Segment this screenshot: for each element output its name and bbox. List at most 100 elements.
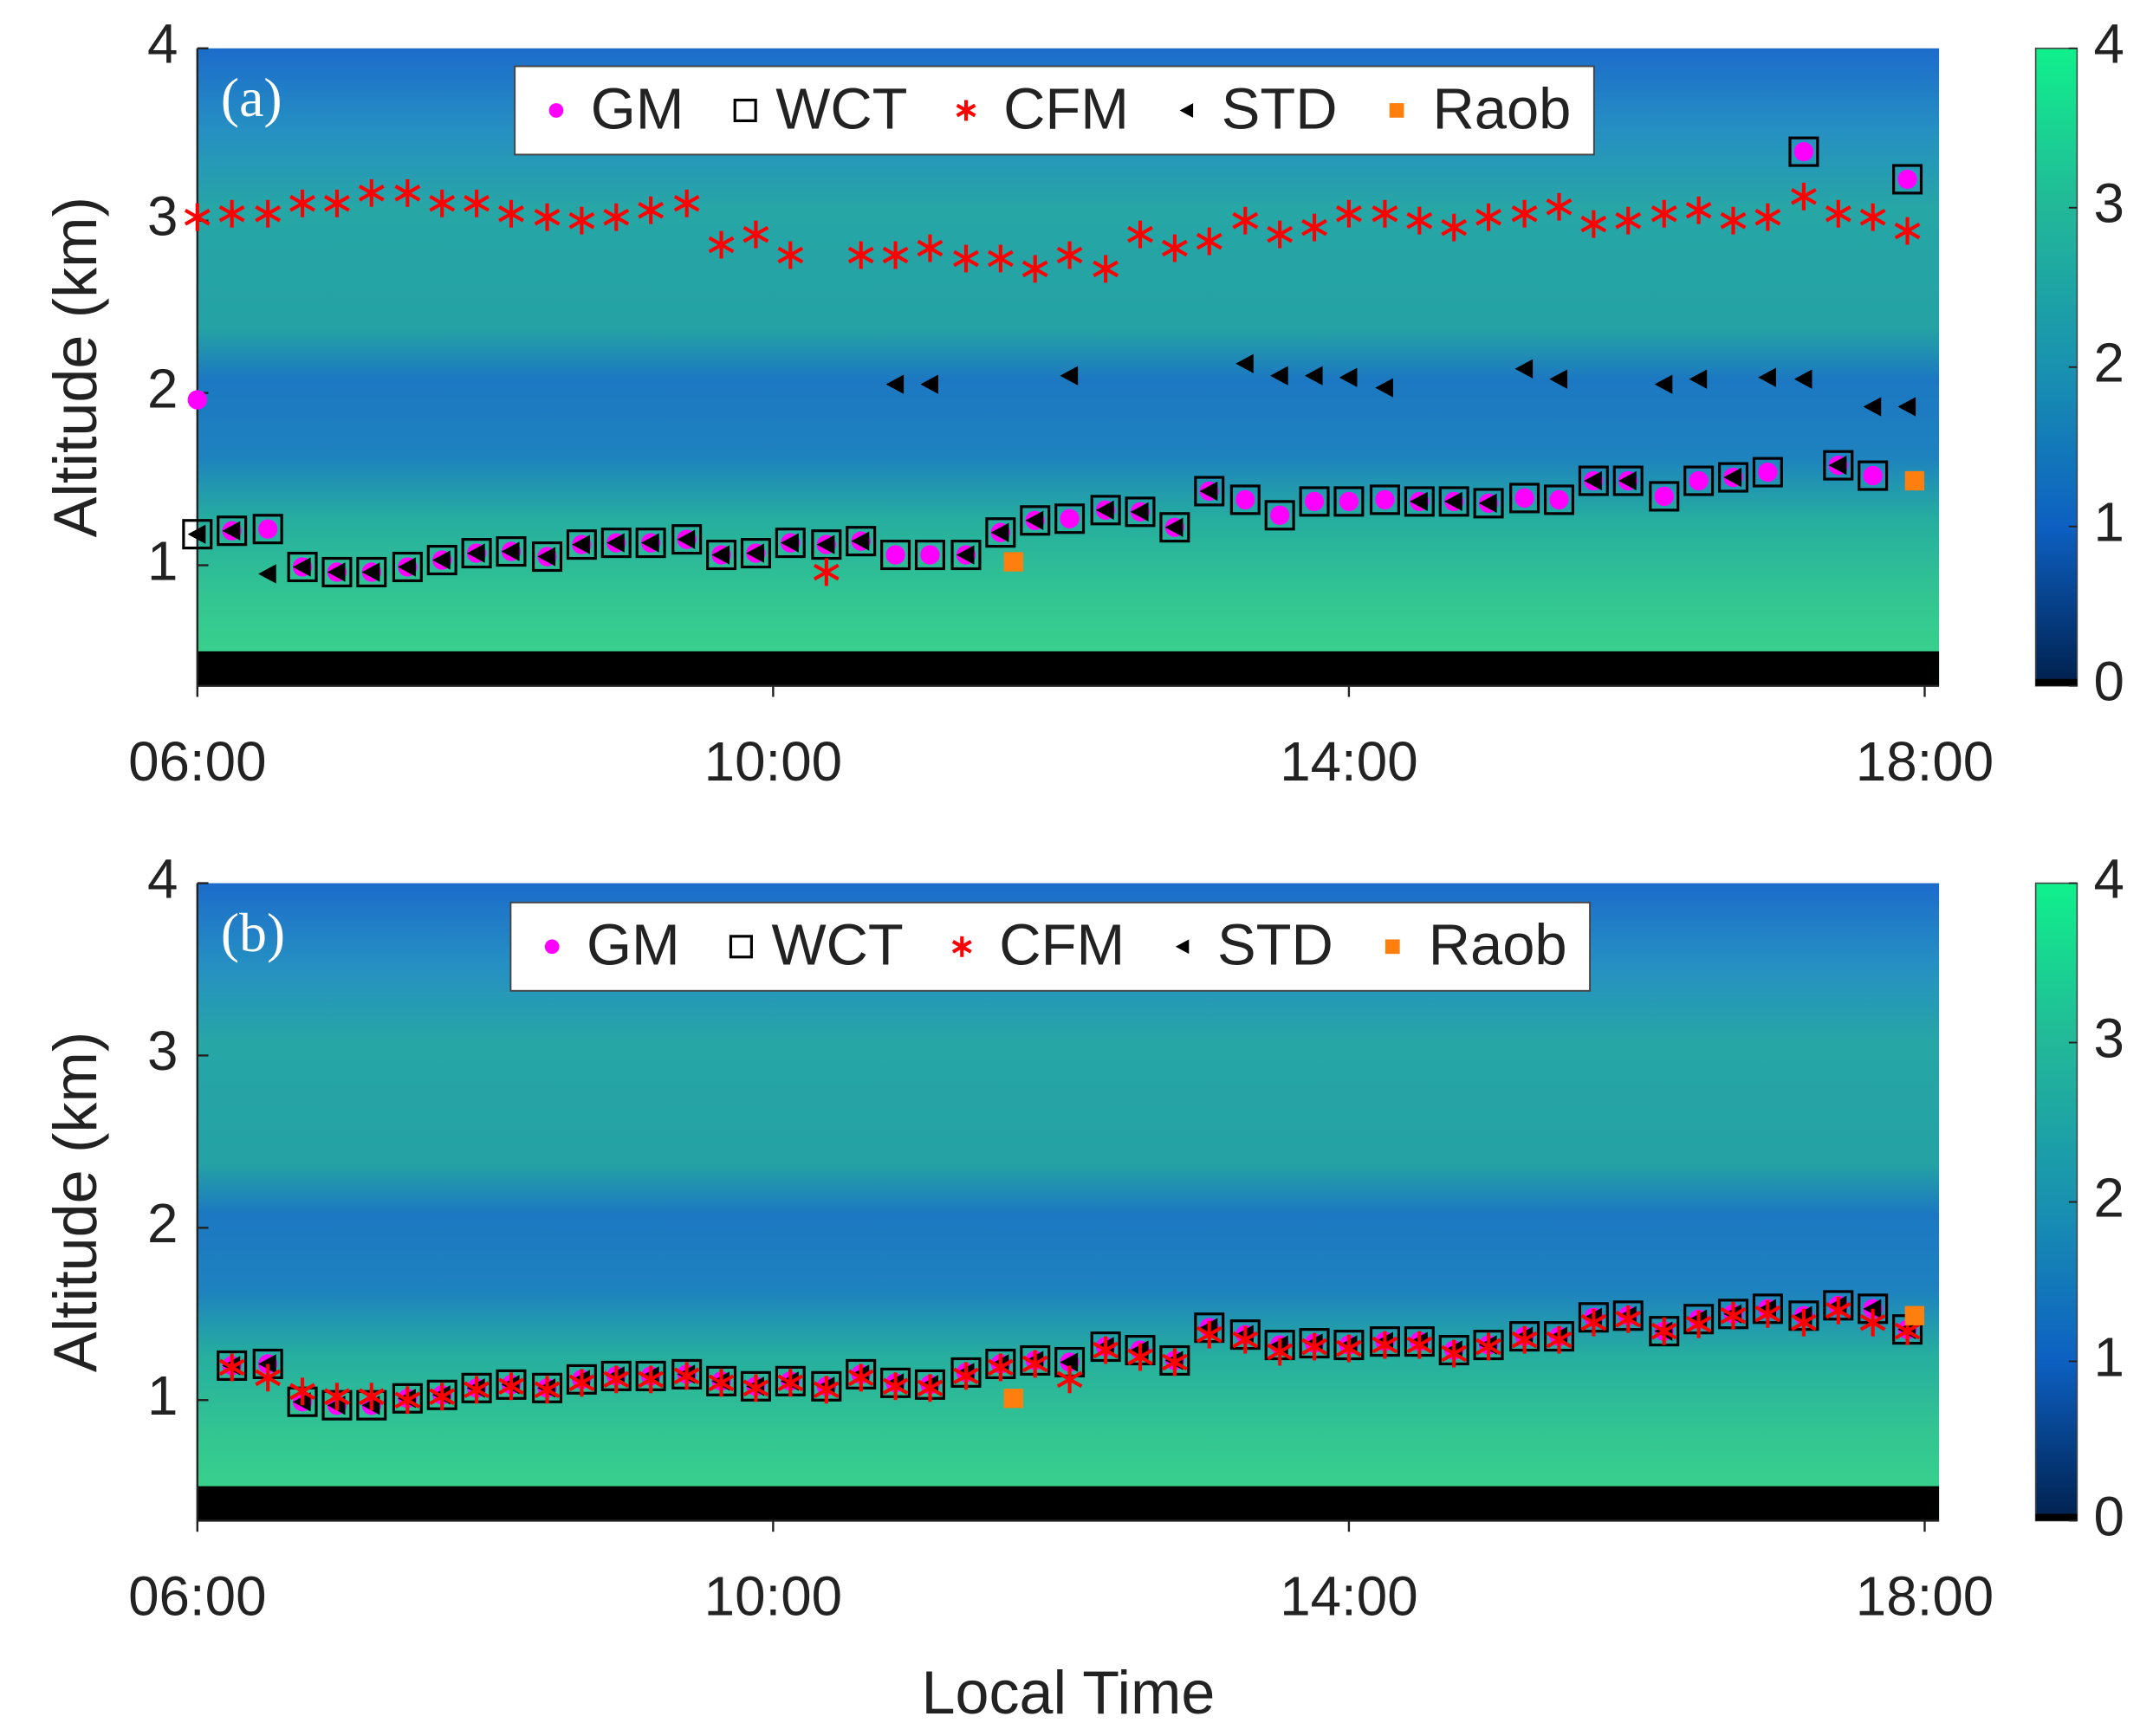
std-marker: [432, 550, 451, 570]
std-marker: [746, 543, 764, 563]
cfm-marker: [1511, 1325, 1538, 1354]
cfm-stroke: [917, 1379, 944, 1397]
wct-marker: [252, 514, 283, 545]
std-marker: [1618, 470, 1637, 491]
legend-symbol: [544, 939, 560, 955]
cfm-marker: [1127, 220, 1153, 249]
gm-marker: [1654, 486, 1674, 507]
std-marker: [1060, 1352, 1079, 1372]
cfm-stroke: [1825, 1302, 1851, 1319]
legend-symbol: [1389, 103, 1404, 118]
std-marker: [292, 557, 311, 577]
std-marker: [1584, 470, 1602, 491]
std-marker: [920, 374, 939, 394]
cfm-stroke: [743, 1379, 769, 1397]
colorbar-floor: [2035, 678, 2078, 686]
cfm-stroke: [956, 103, 976, 118]
cfm-marker: [1196, 227, 1222, 256]
cfm-marker: [1441, 213, 1468, 242]
y-axis-label: Altitude (km): [42, 1032, 109, 1372]
raob-marker: [1904, 470, 1924, 491]
cfm-stroke: [882, 1377, 909, 1396]
wct-marker: [1858, 460, 1889, 491]
std-marker: [711, 545, 730, 565]
cfm-stroke: [1859, 1313, 1886, 1331]
cfm-stroke: [1372, 1336, 1398, 1354]
cfm-marker: [1754, 203, 1781, 231]
legend-label: STD: [1222, 76, 1338, 141]
cfm-marker: [1406, 1331, 1433, 1359]
cfm-marker: [358, 178, 385, 207]
cfm-stroke: [1232, 211, 1259, 230]
x-tick-label: 06:00: [128, 730, 266, 793]
cfm-stroke: [324, 195, 350, 212]
cfm-marker: [1859, 1308, 1886, 1337]
cfm-stroke: [1196, 232, 1222, 250]
cfm-marker: [1441, 1339, 1468, 1368]
gm-marker: [1758, 462, 1778, 483]
cfm-marker: [1791, 1308, 1817, 1337]
std-marker: [1723, 467, 1742, 488]
wct-marker: [217, 515, 248, 547]
raob-marker: [1003, 1389, 1023, 1409]
wct-marker: [740, 538, 771, 569]
std-marker: [990, 522, 1009, 542]
colorbar-floor: [2035, 1513, 2078, 1521]
wct-marker: [1159, 512, 1190, 543]
cfm-marker: [777, 1369, 804, 1397]
std-marker: [1654, 374, 1673, 394]
wct-marker: [1683, 465, 1715, 496]
std-marker: [398, 557, 416, 577]
y-tick-label: 1: [147, 529, 178, 592]
legend-label: STD: [1217, 913, 1333, 978]
cfm-marker: [394, 178, 421, 207]
wct-marker: [531, 541, 563, 573]
legend-label: Raob: [1432, 76, 1571, 141]
colorbar-tick-label: 3: [2094, 172, 2124, 235]
legend-symbol: [1385, 939, 1400, 955]
cfm-stroke: [1546, 198, 1573, 216]
cfm-marker: [1406, 206, 1433, 235]
cfm-marker: [184, 203, 211, 231]
cfm-marker: [1859, 203, 1886, 231]
panel-label: (a): [221, 67, 282, 128]
gm-marker: [1304, 491, 1325, 512]
cfm-marker: [1372, 1331, 1398, 1359]
std-marker: [501, 541, 520, 561]
std-marker: [327, 562, 346, 582]
y-tick-label: 1: [147, 1364, 178, 1427]
cfm-marker: [218, 1353, 245, 1382]
cfm-stroke: [1580, 215, 1607, 233]
std-marker: [1897, 397, 1916, 417]
wct-marker: [392, 551, 423, 583]
cfm-stroke: [1441, 218, 1468, 236]
legend: GM WCT CFM STD Raob: [514, 65, 1595, 156]
cfm-stroke: [1685, 1315, 1712, 1333]
cfm-marker: [1650, 1317, 1677, 1345]
cfm-stroke: [1511, 1331, 1538, 1349]
cfm-stroke: [1511, 204, 1538, 223]
std-marker: [1025, 510, 1044, 530]
cfm-marker: [255, 199, 282, 228]
cfm-stroke: [255, 204, 282, 223]
cfm-stroke: [1161, 1353, 1188, 1371]
colorbar-tick-label: 4: [2094, 847, 2124, 910]
cfm-stroke: [1232, 1331, 1259, 1349]
std-marker: [572, 534, 590, 554]
cfm-marker: [568, 206, 595, 235]
wct-marker: [1823, 450, 1854, 481]
wct-marker: [600, 528, 632, 559]
std-marker: [1095, 500, 1114, 521]
colorbar-tick-label: 2: [2094, 332, 2124, 394]
y-tick-label: 2: [147, 357, 178, 419]
cfm-marker: [1372, 199, 1398, 228]
cfm-stroke: [1580, 1313, 1607, 1331]
cfm-stroke: [289, 1383, 315, 1401]
cfm-marker: [708, 230, 735, 259]
legend-symbol: [548, 103, 564, 118]
cfm-stroke: [987, 249, 1014, 268]
std-marker: [222, 521, 241, 541]
cfm-stroke: [1301, 218, 1327, 236]
cfm-stroke: [603, 208, 630, 226]
